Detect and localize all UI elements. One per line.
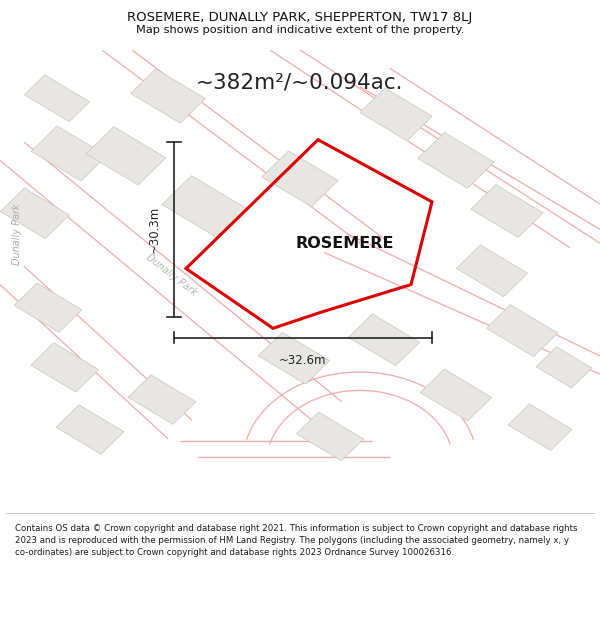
Polygon shape xyxy=(536,347,592,388)
Polygon shape xyxy=(508,404,572,451)
Text: Map shows position and indicative extent of the property.: Map shows position and indicative extent… xyxy=(136,25,464,35)
Polygon shape xyxy=(86,127,166,185)
Polygon shape xyxy=(1,188,69,239)
Polygon shape xyxy=(31,342,99,392)
Text: ROSEMERE: ROSEMERE xyxy=(296,236,394,251)
Polygon shape xyxy=(296,412,364,461)
Text: Dunally Park: Dunally Park xyxy=(143,253,199,298)
Polygon shape xyxy=(360,88,432,141)
Text: ~32.6m: ~32.6m xyxy=(279,354,327,367)
Polygon shape xyxy=(418,132,494,188)
Polygon shape xyxy=(56,405,124,454)
Polygon shape xyxy=(487,304,557,356)
Polygon shape xyxy=(162,176,246,237)
Polygon shape xyxy=(259,332,329,384)
Polygon shape xyxy=(262,151,338,207)
Polygon shape xyxy=(31,126,107,181)
Polygon shape xyxy=(25,75,89,122)
Polygon shape xyxy=(128,375,196,424)
Text: Dunally Park: Dunally Park xyxy=(12,203,22,265)
Polygon shape xyxy=(14,283,82,332)
Polygon shape xyxy=(457,245,527,297)
Polygon shape xyxy=(421,369,491,421)
Text: ~382m²/~0.094ac.: ~382m²/~0.094ac. xyxy=(196,73,404,93)
Text: ~30.3m: ~30.3m xyxy=(148,206,161,253)
Text: ROSEMERE, DUNALLY PARK, SHEPPERTON, TW17 8LJ: ROSEMERE, DUNALLY PARK, SHEPPERTON, TW17… xyxy=(127,11,473,24)
Polygon shape xyxy=(131,69,205,123)
Polygon shape xyxy=(471,184,543,238)
Text: Contains OS data © Crown copyright and database right 2021. This information is : Contains OS data © Crown copyright and d… xyxy=(15,524,577,557)
Polygon shape xyxy=(349,314,419,366)
